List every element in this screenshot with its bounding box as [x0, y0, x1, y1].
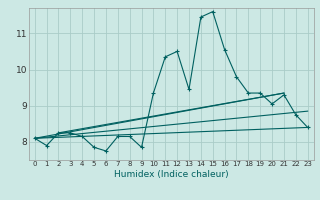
X-axis label: Humidex (Indice chaleur): Humidex (Indice chaleur)	[114, 170, 228, 179]
